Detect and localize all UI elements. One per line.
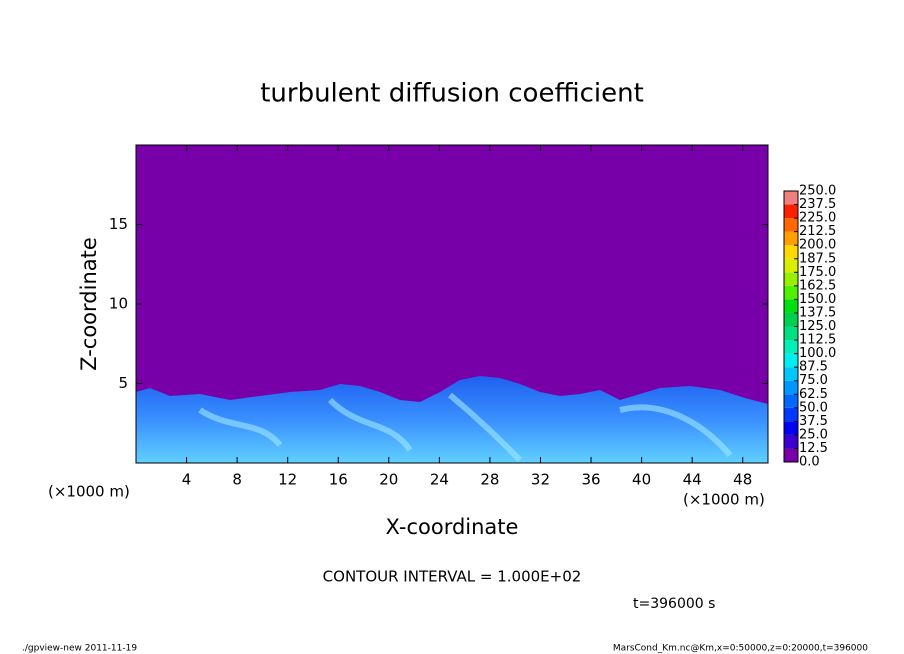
colorbar-label: 175.0 <box>799 265 836 280</box>
colorbar-segment <box>784 231 798 246</box>
field-shading <box>136 376 768 463</box>
colorbar-segment <box>784 285 798 300</box>
colorbar-label: 0.0 <box>799 455 820 470</box>
colorbar-label: 100.0 <box>799 346 836 361</box>
y-unit: (×1000 m) <box>48 483 130 501</box>
colorbar-label: 212.5 <box>799 224 836 239</box>
y-tick-label: 15 <box>109 215 128 233</box>
y-tick-label: 10 <box>109 295 128 313</box>
colorbar-label: 162.5 <box>799 278 836 293</box>
colorbar-label: 12.5 <box>799 441 828 456</box>
colorbar-segment <box>784 434 798 449</box>
time-label: t=396000 s <box>633 596 715 612</box>
colorbar-segment <box>784 299 798 313</box>
colorbar-segment <box>784 258 798 273</box>
chart-title: turbulent diffusion coefficient <box>260 79 644 109</box>
colorbar-segment <box>784 421 798 435</box>
x-tick-label: 48 <box>733 471 752 489</box>
y-axis-label: Z-coordinate <box>77 237 101 371</box>
colorbar-label: 125.0 <box>799 319 836 334</box>
annotation: CONTOUR INTERVAL = 1.000E+02 <box>323 568 582 586</box>
colorbar-label: 200.0 <box>799 238 836 253</box>
x-tick-label: 32 <box>531 471 550 489</box>
colorbar-label: 150.0 <box>799 292 836 307</box>
colorbar-segment <box>784 380 798 395</box>
x-tick-label: 4 <box>182 471 192 489</box>
colorbar-segment <box>784 326 798 341</box>
colorbar-label: 37.5 <box>799 414 828 429</box>
x-tick-label: 36 <box>581 471 600 489</box>
x-tick-label: 44 <box>683 471 702 489</box>
colorbar-label: 87.5 <box>799 360 828 375</box>
footer-right: MarsCond_Km.nc@Km,x=0:50000,z=0:20000,t=… <box>613 644 868 654</box>
colorbar-label: 50.0 <box>799 400 828 415</box>
x-tick-label: 16 <box>329 471 348 489</box>
colorbar-segment <box>784 204 798 219</box>
field-streaks <box>198 392 733 463</box>
x-tick-label: 28 <box>480 471 499 489</box>
colorbar-segment <box>784 191 798 205</box>
colorbar-label: 237.5 <box>799 197 836 212</box>
colorbar-segment <box>784 367 798 381</box>
colorbar-segment <box>784 245 798 259</box>
colorbar-label: 250.0 <box>799 184 836 199</box>
colorbar-segment <box>784 448 798 462</box>
colorbar-label: 187.5 <box>799 251 836 266</box>
colorbar-segment <box>784 394 798 408</box>
x-tick-label: 20 <box>379 471 398 489</box>
x-tick-label: 40 <box>632 471 651 489</box>
footer-left: ./gpview-new 2011-11-19 <box>22 644 137 654</box>
x-tick-label: 8 <box>232 471 242 489</box>
colorbar-label: 62.5 <box>799 387 828 402</box>
y-tick-label: 5 <box>118 374 128 392</box>
colorbar-segment <box>784 353 798 368</box>
colorbar-segment <box>784 407 798 422</box>
colorbar-label: 225.0 <box>799 211 836 226</box>
x-unit: (×1000 m) <box>683 491 765 509</box>
colorbar-segment <box>784 272 798 286</box>
colorbar-label: 25.0 <box>799 427 828 442</box>
x-axis-label: X-coordinate <box>386 515 519 539</box>
colorbar-label: 112.5 <box>799 333 836 348</box>
x-tick-label: 24 <box>430 471 449 489</box>
colorbar-label: 137.5 <box>799 305 836 320</box>
colorbar-segment <box>784 340 798 354</box>
colorbar-segment <box>784 312 798 327</box>
x-tick-label: 12 <box>278 471 297 489</box>
colorbar-segment <box>784 218 798 232</box>
colorbar-label: 75.0 <box>799 373 828 388</box>
